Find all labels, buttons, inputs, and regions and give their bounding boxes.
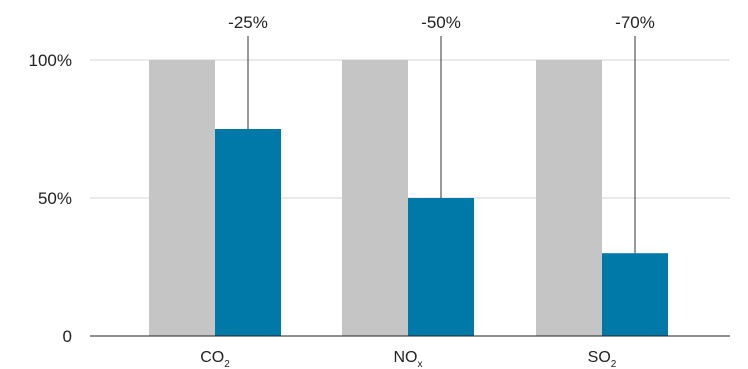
category-label-base: SO [588,349,611,366]
y-tick-label: 100% [29,51,72,70]
baseline-bar [149,60,215,336]
category-label-base: CO [200,349,224,366]
reduced-bar [215,129,281,336]
baseline-bar [536,60,602,336]
reduction-annotation: -70% [615,13,655,32]
reduced-bar [602,253,668,336]
y-tick-label: 50% [38,189,72,208]
reduced-bar [408,198,474,336]
baseline-bar [342,60,408,336]
label-layer: 050%100%CO2 NOx SO2 [29,51,617,369]
category-label: CO2 [200,349,230,369]
reduction-annotation: -25% [228,13,268,32]
reduction-annotation: -50% [421,13,461,32]
annotation-layer: -25% -50% -70% [228,13,655,254]
y-tick-label: 0 [63,327,72,346]
bar-layer [149,60,668,336]
category-label-subscript: 2 [611,359,617,369]
category-label-subscript: 2 [224,359,230,369]
category-label-base: NO [394,349,418,366]
category-label-subscript: x [418,359,423,369]
category-label: SO2 [588,349,617,369]
category-label: NOx [394,349,423,369]
